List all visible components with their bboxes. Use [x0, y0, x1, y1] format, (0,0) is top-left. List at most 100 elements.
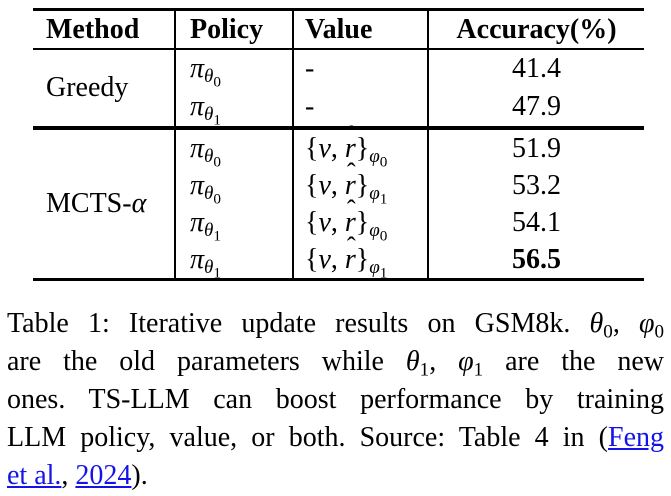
accuracy-cell-best: 56.5 [427, 241, 644, 280]
accuracy-cell: 47.9 [427, 88, 644, 128]
pi-symbol: π [190, 206, 205, 238]
method-cell-mcts-alpha: MCTS-α [33, 128, 175, 280]
value-cell: {v, r ˆ}φ1 [292, 156, 428, 208]
hat-accent: ˆ [346, 230, 356, 261]
brace-open: { [305, 132, 319, 164]
method-cell-greedy: Greedy [46, 72, 129, 103]
brace-close: } [355, 169, 370, 201]
v-symbol: v [318, 132, 331, 164]
column-header-value: Value [292, 9, 428, 49]
phi-index: 1 [379, 190, 388, 208]
theta-symbol: θ [204, 256, 214, 278]
theta-symbol: θ [204, 66, 214, 88]
table-row: πθ1 - 47.9 [33, 88, 644, 128]
pi-symbol: π [190, 53, 205, 84]
v-symbol: v [318, 206, 331, 238]
value-cell: - [292, 88, 428, 128]
policy-cell: πθ0 [174, 49, 293, 91]
caption-line-1: Table 1: Iterative update results on GSM… [7, 308, 665, 343]
citation-link-author[interactable]: Feng [608, 422, 664, 453]
v-symbol: v [318, 243, 331, 275]
value-cell: {v, r ˆ}φ0 [292, 193, 428, 245]
phi-index: 0 [379, 227, 388, 245]
hat-accent: ˆ [346, 193, 356, 224]
hat-accent: ˆ [346, 156, 356, 187]
caption-line-2: are the old parameters while θ1, φ1 are … [7, 346, 665, 381]
pi-symbol: π [190, 169, 205, 201]
caption-line-3: ones. TS-LLM can boost performance by tr… [7, 384, 664, 415]
no-value-dash: - [305, 53, 315, 84]
brace-close: } [355, 132, 370, 164]
theta-symbol: θ [405, 346, 420, 377]
caption-line-5: et al., 2024). [7, 460, 148, 491]
table-row: Greedy πθ0 - 41.4 [33, 49, 644, 103]
theta-symbol: θ [589, 308, 604, 339]
column-header-accuracy: Accuracy(%) [427, 9, 644, 49]
phi-index: 0 [379, 153, 388, 171]
column-header-policy: Policy [174, 9, 293, 49]
theta-index: 1 [213, 264, 221, 282]
theta-symbol: θ [204, 145, 214, 167]
header-row: Method Policy Value Accuracy(%) [33, 9, 644, 49]
pi-symbol: π [190, 132, 205, 164]
accuracy-cell: 41.4 [427, 49, 644, 88]
policy-cell: πθ1 [174, 88, 293, 129]
phi-symbol: φ [369, 219, 380, 241]
results-table-wrapper: Method Policy Value Accuracy(%) Greedy π… [33, 8, 671, 281]
value-cell: - [292, 49, 428, 88]
theta-index: 0 [213, 190, 221, 208]
theta-index: 0 [213, 73, 221, 91]
accuracy-cell: 51.9 [427, 128, 644, 167]
method-label: MCTS- [46, 188, 132, 219]
policy-cell: πθ1 [174, 204, 293, 245]
table-caption: Table 1: Iterative update results on GSM… [7, 305, 664, 495]
v-symbol: v [318, 169, 331, 201]
brace-open: { [305, 243, 319, 275]
phi-symbol: φ [369, 145, 380, 167]
pi-symbol: π [190, 243, 205, 275]
policy-cell: πθ0 [174, 128, 293, 171]
table-row: πθ1 {v, r ˆ}φ1 56.5 [33, 230, 644, 282]
results-table: Method Policy Value Accuracy(%) Greedy π… [33, 8, 644, 281]
brace-close: } [355, 206, 370, 238]
accuracy-cell: 53.2 [427, 167, 644, 204]
brace-open: { [305, 206, 319, 238]
no-value-dash: - [305, 91, 315, 122]
citation-link-author-etal[interactable]: et al. [7, 460, 62, 491]
pi-symbol: π [190, 91, 205, 122]
brace-close: } [355, 243, 370, 275]
comma: , [330, 243, 345, 275]
phi-symbol: φ [369, 182, 380, 204]
brace-open: { [305, 169, 319, 201]
accuracy-cell: 54.1 [427, 204, 644, 241]
phi-symbol: φ [369, 256, 380, 278]
column-header-method: Method [46, 13, 140, 45]
table-row: MCTS-α πθ0 {v, r ˆ}φ0 51.9 [33, 119, 644, 219]
caption-line-4: LLM policy, value, or both. Source: Tabl… [7, 422, 664, 453]
policy-cell: πθ0 [174, 167, 293, 208]
theta-symbol: θ [204, 219, 214, 241]
theta-index: 1 [213, 111, 221, 129]
phi-symbol: φ [458, 346, 474, 377]
policy-cell: πθ1 [174, 241, 293, 282]
value-cell: {v, r ˆ}φ1 [292, 230, 428, 282]
theta-symbol: θ [204, 182, 214, 204]
table-row: πθ0 {v, r ˆ}φ1 53.2 [33, 156, 644, 208]
comma: , [330, 206, 345, 238]
table-row: πθ1 {v, r ˆ}φ0 54.1 [33, 193, 644, 245]
theta-symbol: θ [204, 104, 214, 126]
comma: , [330, 132, 345, 164]
value-cell: {v, r ˆ}φ0 [292, 119, 428, 171]
phi-index: 1 [379, 264, 388, 282]
phi-symbol: φ [639, 308, 655, 339]
alpha-symbol: α [131, 188, 147, 219]
comma: , [330, 169, 345, 201]
theta-index: 0 [213, 153, 221, 171]
hat-accent: ˆ [346, 119, 356, 150]
theta-index: 1 [213, 227, 221, 245]
citation-link-year[interactable]: 2024 [75, 460, 132, 491]
